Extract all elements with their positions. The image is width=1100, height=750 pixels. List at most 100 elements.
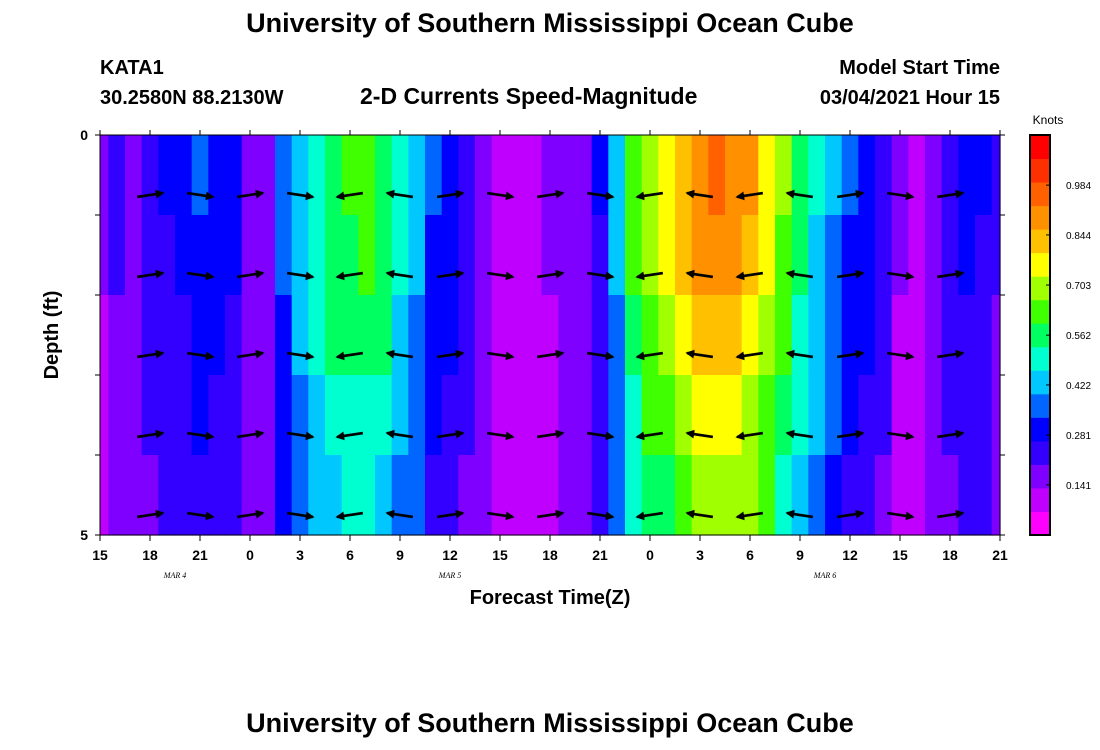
heatmap-cell — [375, 135, 393, 216]
heatmap-cell — [958, 135, 976, 216]
heatmap-cell — [591, 135, 609, 216]
current-vector — [335, 191, 364, 201]
colorbar-segment — [1030, 229, 1050, 254]
heatmap-cell — [608, 375, 626, 456]
heatmap-cell — [225, 455, 243, 536]
heatmap-cell — [375, 215, 393, 296]
current-vector — [685, 429, 714, 439]
current-vector — [136, 269, 165, 279]
heatmap-cell — [791, 215, 809, 296]
heatmap-cell — [408, 215, 426, 296]
heatmap-cell — [641, 455, 659, 536]
heatmap-cell — [458, 215, 476, 296]
colorbar-segment — [1030, 252, 1050, 277]
heatmap-cell — [791, 455, 809, 536]
heatmap-cell — [375, 295, 393, 376]
heatmap-cell — [791, 375, 809, 456]
heatmap-cell — [741, 135, 759, 216]
colorbar-segment — [1030, 182, 1050, 207]
heatmap-cell — [791, 295, 809, 376]
heatmap-cell — [908, 455, 926, 536]
heatmap-cell — [625, 375, 643, 456]
current-vector — [735, 191, 764, 201]
current-vector — [735, 431, 764, 441]
current-vector — [785, 189, 814, 199]
current-vector — [735, 271, 764, 281]
current-vector — [586, 271, 615, 281]
x-tick-label: 15 — [492, 547, 508, 563]
heatmap-cell — [958, 295, 976, 376]
current-vector — [286, 351, 315, 361]
heatmap-cell — [341, 375, 359, 456]
current-vector — [385, 269, 414, 279]
heatmap-cell — [275, 375, 293, 456]
current-vector — [286, 431, 315, 441]
x-tick-label: 21 — [192, 547, 208, 563]
heatmap-cell — [858, 455, 876, 536]
current-vector — [286, 191, 315, 201]
heatmap-cell — [858, 375, 876, 456]
heatmap-cell — [841, 135, 859, 216]
heatmap-cell — [158, 135, 176, 216]
current-vector — [385, 189, 414, 199]
current-vector — [886, 511, 915, 521]
heatmap-cell — [941, 375, 959, 456]
heatmap-cell — [708, 295, 726, 376]
heatmap-cell — [475, 295, 493, 376]
heatmap-cell — [725, 455, 743, 536]
heatmap-cell — [825, 295, 843, 376]
current-vector — [936, 349, 965, 359]
current-vector — [685, 269, 714, 279]
heatmap-cell — [825, 455, 843, 536]
heatmap-cell — [775, 455, 793, 536]
heatmap-cell — [741, 375, 759, 456]
current-vector — [735, 351, 764, 361]
heatmap-cell — [758, 295, 776, 376]
heatmap-cell — [991, 455, 1001, 536]
heatmap-cell — [291, 295, 309, 376]
heatmap-cell — [841, 375, 859, 456]
current-vector — [886, 351, 915, 361]
heatmap-cell — [525, 375, 543, 456]
heatmap-cell — [841, 215, 859, 296]
heatmap-cell — [125, 295, 143, 376]
heatmap-cell — [925, 135, 943, 216]
heatmap-cell — [525, 295, 543, 376]
heatmap-cell — [225, 295, 243, 376]
heatmap-cell — [875, 135, 893, 216]
heatmap-cell — [708, 135, 726, 216]
heatmap-cell — [908, 135, 926, 216]
heatmap-cell — [725, 215, 743, 296]
heatmap-cell — [191, 215, 209, 296]
current-vector — [236, 429, 265, 439]
colorbar-tick-label: 0.141 — [1066, 481, 1091, 492]
current-vector — [936, 429, 965, 439]
heatmap-cell — [791, 135, 809, 216]
current-vector — [836, 429, 865, 439]
current-vector — [635, 511, 664, 521]
heatmap-cell — [191, 135, 209, 216]
current-vector — [136, 349, 165, 359]
heatmap-cell — [325, 135, 343, 216]
heatmap-cell — [491, 455, 509, 536]
colorbar-segment — [1030, 158, 1050, 183]
current-vector — [836, 349, 865, 359]
heatmap-cell — [958, 215, 976, 296]
current-vector — [586, 351, 615, 361]
heatmap-cell — [541, 135, 559, 216]
heatmap-cell — [441, 295, 459, 376]
heatmap-cell — [808, 375, 826, 456]
footer-title: University of Southern Mississippi Ocean… — [246, 708, 854, 738]
x-axis-label: Forecast Time(Z) — [470, 587, 631, 609]
heatmap-cell — [191, 455, 209, 536]
heatmap-cell — [325, 455, 343, 536]
heatmap-cell — [325, 215, 343, 296]
current-vector — [785, 509, 814, 519]
colorbar-segment — [1030, 323, 1050, 348]
heatmap-cell — [108, 135, 126, 216]
current-vector — [685, 509, 714, 519]
colorbar-segment — [1030, 417, 1050, 442]
heatmap-cell — [758, 135, 776, 216]
heatmap-cell — [741, 215, 759, 296]
current-vector — [136, 429, 165, 439]
